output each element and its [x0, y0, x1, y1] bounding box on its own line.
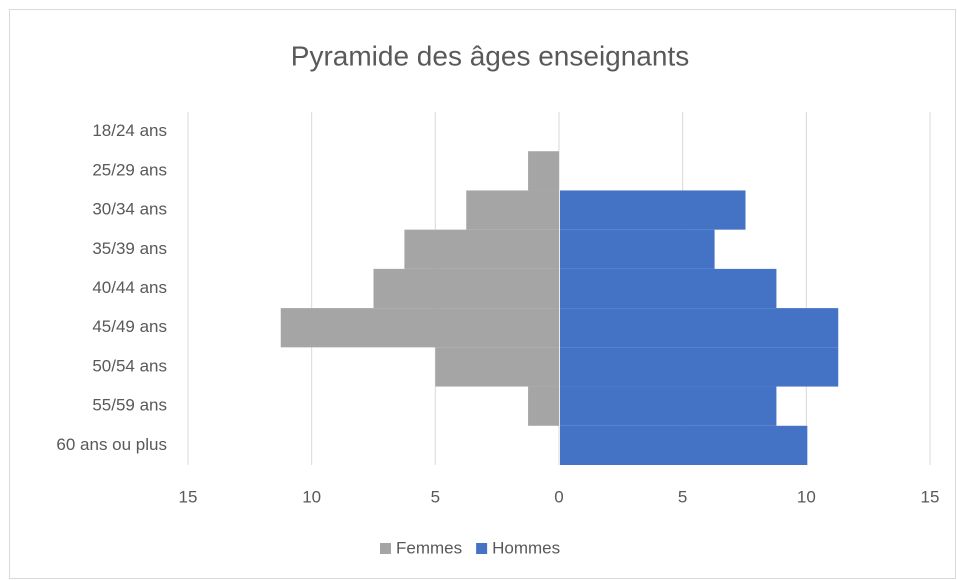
bar: [528, 151, 559, 191]
y-tick-label: 45/49 ans: [92, 317, 167, 336]
bar: [560, 425, 808, 465]
bar: [560, 308, 839, 348]
bar: [560, 268, 777, 309]
bar: [404, 229, 559, 269]
y-tick-label: 35/39 ans: [92, 239, 167, 258]
x-tick-label: 10: [302, 487, 321, 506]
bar: [560, 190, 746, 230]
y-tick-label: 60 ans ou plus: [56, 435, 167, 454]
chart-title: Pyramide des âges enseignants: [291, 40, 689, 71]
x-tick-label: 0: [554, 487, 563, 506]
bar: [560, 347, 839, 387]
bar: [466, 190, 559, 230]
legend-swatch: [380, 543, 391, 554]
x-tick-label: 5: [678, 487, 687, 506]
y-tick-label: 50/54 ans: [92, 356, 167, 375]
y-tick-label: 30/34 ans: [92, 200, 167, 219]
y-tick-label: 40/44 ans: [92, 278, 167, 297]
bar: [435, 347, 559, 387]
bar: [528, 386, 559, 426]
y-tick-label: 25/29 ans: [92, 160, 167, 179]
y-tick-label: 55/59 ans: [92, 396, 167, 415]
x-tick-label: 15: [179, 487, 198, 506]
legend-label: Hommes: [492, 538, 560, 557]
bar: [560, 386, 777, 426]
x-tick-label: 10: [797, 487, 816, 506]
bar: [280, 308, 559, 348]
x-tick-label: 15: [921, 487, 940, 506]
legend-label: Femmes: [396, 538, 462, 557]
bar: [373, 268, 559, 309]
y-tick-label: 18/24 ans: [92, 121, 167, 140]
bar: [560, 229, 715, 269]
x-tick-label: 5: [431, 487, 440, 506]
legend-swatch: [476, 543, 488, 554]
